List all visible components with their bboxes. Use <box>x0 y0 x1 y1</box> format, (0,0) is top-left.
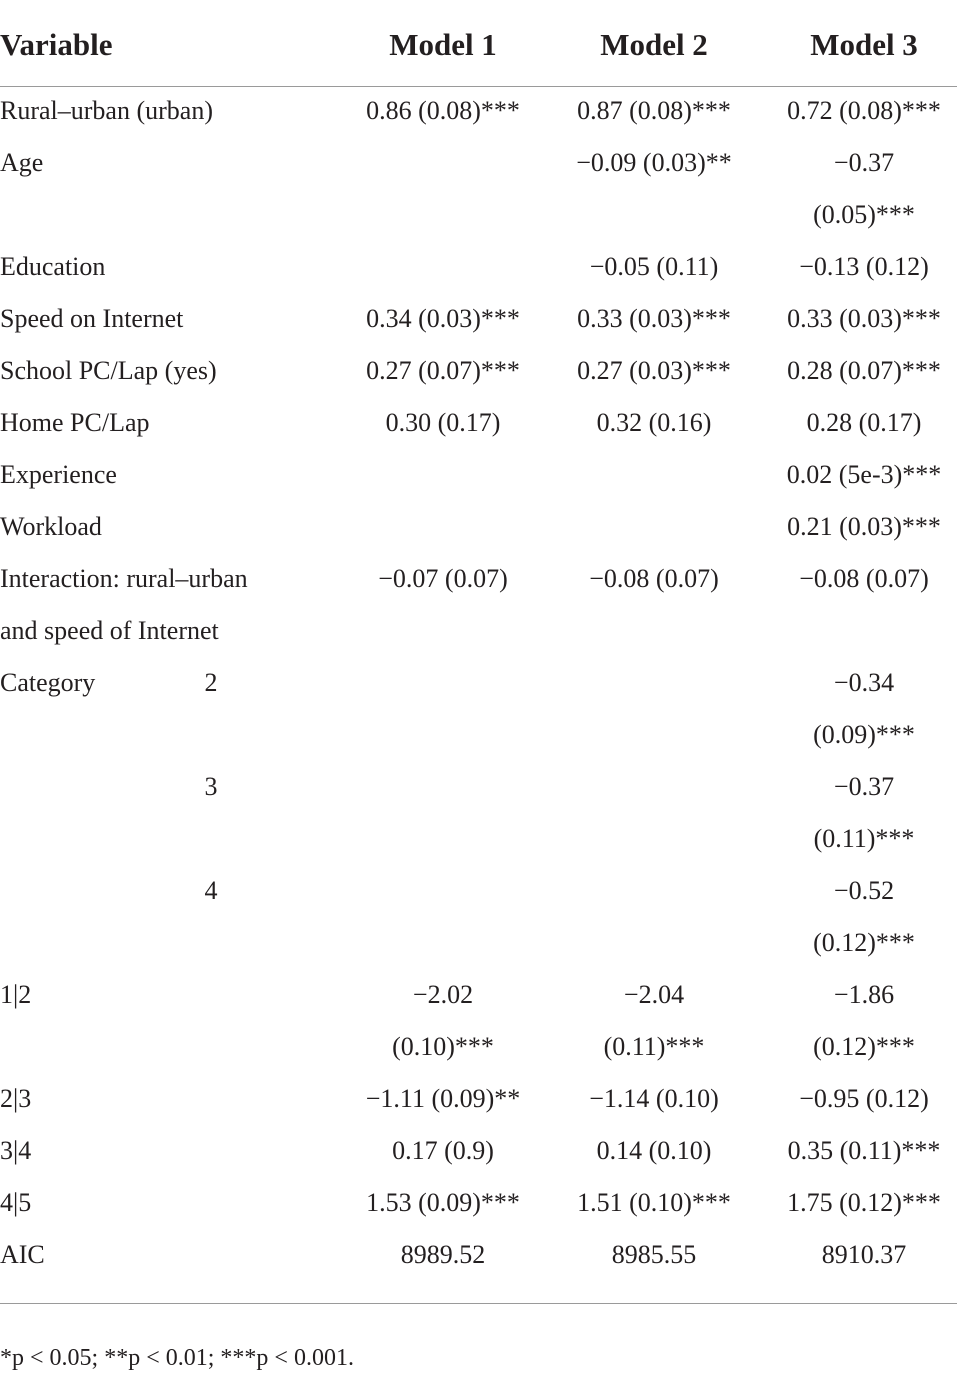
variable-cell: Age <box>0 148 44 177</box>
value-cell: 0.35 (0.11)*** <box>787 1136 941 1165</box>
value-cell: −1.86 <box>833 980 895 1009</box>
value-cell: (0.05)*** <box>813 200 915 229</box>
value-cell: −2.04 <box>623 980 685 1009</box>
value-cell: (0.11)*** <box>603 1032 705 1061</box>
header-cell: Model 1 <box>389 27 497 62</box>
value-cell: 0.30 (0.17) <box>385 408 501 437</box>
value-cell: (0.10)*** <box>392 1032 494 1061</box>
footnote: *p < 0.05; **p < 0.01; ***p < 0.001. <box>0 1345 354 1371</box>
level-cell: 3 <box>204 772 218 801</box>
value-cell: 0.28 (0.17) <box>806 408 922 437</box>
value-cell: 1.75 (0.12)*** <box>787 1188 941 1217</box>
value-cell: 8985.55 <box>611 1240 697 1269</box>
value-cell: 1.53 (0.09)*** <box>366 1188 520 1217</box>
level-cell: 2 <box>204 668 218 697</box>
value-cell: 0.27 (0.03)*** <box>577 356 731 385</box>
value-cell: 8989.52 <box>400 1240 486 1269</box>
variable-cell: Interaction: rural–urban <box>0 564 248 593</box>
variable-cell: AIC <box>0 1240 45 1269</box>
variable-cell: Workload <box>0 512 102 541</box>
value-cell: 0.02 (5e-3)*** <box>786 460 942 489</box>
bottom-rule <box>0 1303 957 1304</box>
value-cell: 0.17 (0.9) <box>392 1136 494 1165</box>
value-cell: 0.72 (0.08)*** <box>787 96 941 125</box>
variable-cell: Experience <box>0 460 117 489</box>
value-cell: −0.37 <box>833 772 895 801</box>
value-cell: −0.34 <box>833 668 895 697</box>
level-cell: 4 <box>204 876 218 905</box>
value-cell: −0.09 (0.03)** <box>576 148 732 177</box>
variable-cell: Category <box>0 668 96 697</box>
variable-cell: Education <box>0 252 106 281</box>
value-cell: −0.05 (0.11) <box>589 252 719 281</box>
variable-cell: Rural–urban (urban) <box>0 96 213 125</box>
value-cell: −0.95 (0.12) <box>799 1084 929 1113</box>
value-cell: (0.12)*** <box>813 1032 915 1061</box>
value-cell: 0.32 (0.16) <box>596 408 712 437</box>
value-cell: 1.51 (0.10)*** <box>577 1188 731 1217</box>
value-cell: 0.34 (0.03)*** <box>366 304 520 333</box>
variable-cell: 3|4 <box>0 1136 32 1165</box>
header-cell: Model 3 <box>810 27 918 62</box>
value-cell: (0.09)*** <box>813 720 915 749</box>
value-cell: −1.14 (0.10) <box>589 1084 719 1113</box>
value-cell: (0.12)*** <box>813 928 915 957</box>
value-cell: −0.13 (0.12) <box>799 252 929 281</box>
header-cell: Model 2 <box>600 27 708 62</box>
header-cell: Variable <box>0 27 113 62</box>
value-cell: 0.87 (0.08)*** <box>577 96 731 125</box>
value-cell: −1.11 (0.09)** <box>365 1084 521 1113</box>
value-cell: −0.08 (0.07) <box>589 564 719 593</box>
value-cell: (0.11)*** <box>813 824 915 853</box>
value-cell: −0.52 <box>833 876 895 905</box>
variable-cell: Home PC/Lap <box>0 408 150 437</box>
value-cell: 0.28 (0.07)*** <box>787 356 941 385</box>
header-rule <box>0 86 957 87</box>
value-cell: 0.14 (0.10) <box>596 1136 712 1165</box>
value-cell: 0.33 (0.03)*** <box>787 304 941 333</box>
value-cell: −0.08 (0.07) <box>799 564 929 593</box>
variable-cell: 4|5 <box>0 1188 32 1217</box>
value-cell: 0.27 (0.07)*** <box>366 356 520 385</box>
value-cell: 0.21 (0.03)*** <box>787 512 941 541</box>
variable-cell: 1|2 <box>0 980 32 1009</box>
value-cell: −2.02 <box>412 980 474 1009</box>
variable-cell: and speed of Internet <box>0 616 219 645</box>
value-cell: −0.37 <box>833 148 895 177</box>
value-cell: 8910.37 <box>821 1240 907 1269</box>
variable-cell: Speed on Internet <box>0 304 184 333</box>
value-cell: 0.33 (0.03)*** <box>577 304 731 333</box>
value-cell: 0.86 (0.08)*** <box>366 96 520 125</box>
variable-cell: School PC/Lap (yes) <box>0 356 217 385</box>
value-cell: −0.07 (0.07) <box>378 564 508 593</box>
variable-cell: 2|3 <box>0 1084 32 1113</box>
